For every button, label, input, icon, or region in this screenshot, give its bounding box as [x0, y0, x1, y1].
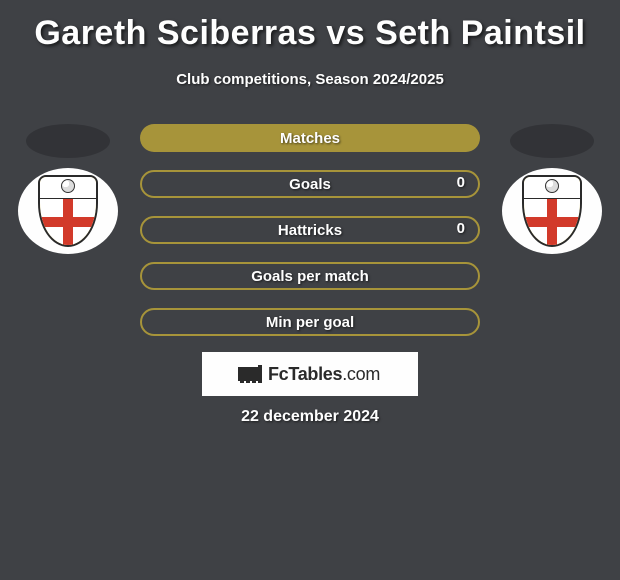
stat-row-goals: 0Goals	[0, 170, 620, 216]
stat-row-matches: 1Matches	[0, 124, 620, 170]
generation-date: 22 december 2024	[0, 408, 620, 426]
brand-suffix: .com	[342, 364, 380, 384]
stat-row-gpm: Goals per match	[0, 262, 620, 308]
comparison-subtitle: Club competitions, Season 2024/2025	[0, 71, 620, 88]
brand-text: FcTables.com	[268, 364, 380, 385]
stats-table: 1Matches0Goals0Hattricks Goals per match M…	[0, 124, 620, 354]
stat-pill: Goals	[140, 170, 480, 198]
stat-label: Goals	[289, 176, 331, 193]
brand-name: FcTables	[268, 364, 342, 384]
stat-label: Matches	[280, 130, 340, 147]
stat-pill: Matches	[140, 124, 480, 152]
stat-label: Min per goal	[266, 314, 354, 331]
stat-pill: Hattricks	[140, 216, 480, 244]
bar-chart-icon	[240, 365, 262, 383]
brand-box: FcTables.com	[202, 352, 418, 396]
stat-pill: Goals per match	[140, 262, 480, 290]
comparison-title: Gareth Sciberras vs Seth Paintsil	[0, 0, 620, 53]
stat-label: Hattricks	[278, 222, 342, 239]
stat-pill: Min per goal	[140, 308, 480, 336]
stat-row-hattricks: 0Hattricks	[0, 216, 620, 262]
stat-row-mpg: Min per goal	[0, 308, 620, 354]
stat-label: Goals per match	[251, 268, 369, 285]
